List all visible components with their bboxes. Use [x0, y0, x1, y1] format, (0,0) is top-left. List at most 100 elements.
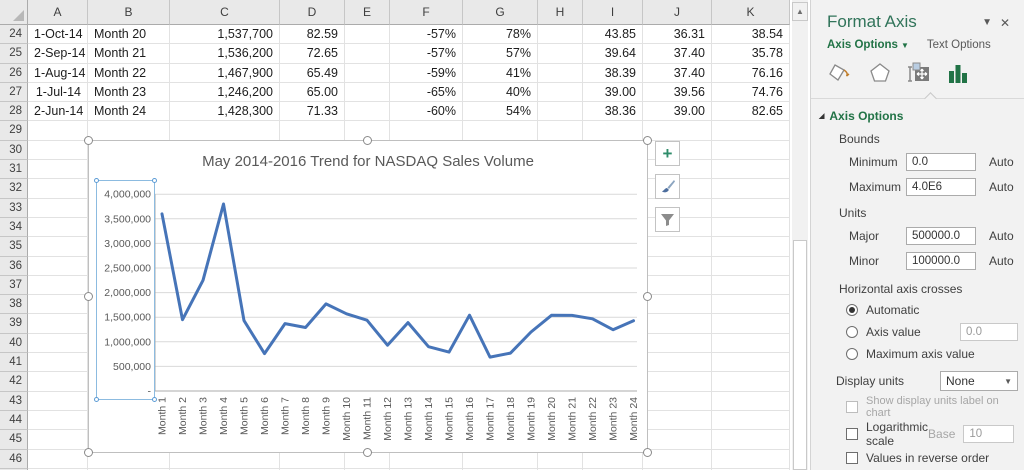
display-units-dropdown[interactable]: None ▼: [940, 371, 1018, 391]
row-header-30[interactable]: 30: [0, 140, 28, 161]
cell-J36[interactable]: [643, 256, 712, 276]
cell-J42[interactable]: [643, 372, 712, 392]
major-unit-input[interactable]: 500000.0: [906, 227, 976, 245]
cell-G29[interactable]: [463, 121, 538, 141]
row-header-31[interactable]: 31: [0, 160, 28, 180]
row-header-33[interactable]: 33: [0, 198, 28, 218]
cell-F46[interactable]: [390, 449, 463, 469]
minimum-input[interactable]: 0.0: [906, 153, 976, 171]
column-header-I[interactable]: I: [583, 0, 643, 25]
chart-resize-handle[interactable]: [363, 136, 372, 145]
cell-A43[interactable]: [28, 391, 88, 411]
column-header-C[interactable]: C: [170, 0, 280, 25]
cell-I28[interactable]: 38.36: [583, 102, 643, 122]
cell-J34[interactable]: [643, 217, 712, 238]
cell-G25[interactable]: 57%: [463, 44, 538, 64]
tab-axis-options[interactable]: Axis Options ▼: [827, 39, 909, 51]
cell-H47[interactable]: [538, 468, 583, 470]
chart-resize-handle[interactable]: [84, 136, 93, 145]
cell-B46[interactable]: [88, 449, 170, 469]
cell-B29[interactable]: [88, 121, 170, 141]
cell-I27[interactable]: 39.00: [583, 82, 643, 103]
fill-line-icon[interactable]: [829, 61, 853, 85]
cell-C46[interactable]: [170, 449, 280, 469]
cell-A37[interactable]: [28, 275, 88, 296]
cell-K38[interactable]: [712, 295, 790, 315]
row-header-40[interactable]: 40: [0, 333, 28, 354]
cell-A36[interactable]: [28, 256, 88, 276]
row-header-27[interactable]: 27: [0, 82, 28, 103]
cell-C47[interactable]: [170, 468, 280, 470]
select-all-button[interactable]: [0, 0, 28, 25]
cell-K42[interactable]: [712, 372, 790, 392]
row-header-29[interactable]: 29: [0, 121, 28, 141]
column-header-K[interactable]: K: [712, 0, 790, 25]
cell-K28[interactable]: 82.65: [712, 102, 790, 122]
minor-unit-input[interactable]: 100000.0: [906, 252, 976, 270]
cell-C25[interactable]: 1,536,200: [170, 44, 280, 64]
cell-A29[interactable]: [28, 121, 88, 141]
row-header-37[interactable]: 37: [0, 275, 28, 296]
minimum-auto-button[interactable]: Auto: [989, 155, 1014, 169]
row-header-24[interactable]: 24: [0, 25, 28, 45]
size-properties-icon[interactable]: [907, 61, 931, 85]
cell-D28[interactable]: 71.33: [280, 102, 345, 122]
vertical-scrollbar[interactable]: ▲: [792, 0, 808, 470]
cell-I29[interactable]: [583, 121, 643, 141]
cell-K47[interactable]: [712, 468, 790, 470]
row-header-25[interactable]: 25: [0, 44, 28, 64]
row-header-47[interactable]: 47: [0, 468, 28, 470]
cell-D25[interactable]: 72.65: [280, 44, 345, 64]
cell-G28[interactable]: 54%: [463, 102, 538, 122]
cell-F26[interactable]: -59%: [390, 63, 463, 83]
axis-value-radio-label[interactable]: Axis value: [866, 325, 921, 339]
cell-K32[interactable]: [712, 179, 790, 199]
cell-F29[interactable]: [390, 121, 463, 141]
cell-K36[interactable]: [712, 256, 790, 276]
cell-G26[interactable]: 41%: [463, 63, 538, 83]
row-header-28[interactable]: 28: [0, 102, 28, 122]
cell-G46[interactable]: [463, 449, 538, 469]
logarithmic-scale-checkbox[interactable]: [846, 428, 858, 440]
cell-H24[interactable]: [538, 25, 583, 45]
maximum-auto-button[interactable]: Auto: [989, 180, 1014, 194]
scroll-up-button[interactable]: ▲: [792, 2, 808, 21]
column-header-H[interactable]: H: [538, 0, 583, 25]
row-header-39[interactable]: 39: [0, 314, 28, 334]
cell-J25[interactable]: 37.40: [643, 44, 712, 64]
cell-K45[interactable]: [712, 430, 790, 450]
reverse-order-checkbox[interactable]: [846, 452, 858, 464]
cell-K31[interactable]: [712, 160, 790, 180]
column-header-B[interactable]: B: [88, 0, 170, 25]
row-header-43[interactable]: 43: [0, 391, 28, 411]
cell-D27[interactable]: 65.00: [280, 82, 345, 103]
row-header-35[interactable]: 35: [0, 237, 28, 257]
cell-J44[interactable]: [643, 410, 712, 431]
cell-A32[interactable]: [28, 179, 88, 199]
cell-J35[interactable]: [643, 237, 712, 257]
maximum-axis-value-radio[interactable]: [846, 348, 858, 360]
pane-close-icon[interactable]: ✕: [1000, 16, 1011, 30]
reverse-order-label[interactable]: Values in reverse order: [866, 451, 990, 465]
chart-plot[interactable]: - 500,000 1,000,000 1,500,000 2,000,000 2,500…: [89, 141, 647, 452]
cell-A39[interactable]: [28, 314, 88, 334]
effects-icon[interactable]: [868, 61, 892, 85]
cell-C24[interactable]: 1,537,700: [170, 25, 280, 45]
cell-A47[interactable]: [28, 468, 88, 470]
cell-D47[interactable]: [280, 468, 345, 470]
cell-H26[interactable]: [538, 63, 583, 83]
row-header-38[interactable]: 38: [0, 295, 28, 315]
x-axis-labels[interactable]: Month 1 Month 2 Month 3 Month 4 Month 5 Month…: [157, 397, 641, 441]
cell-G27[interactable]: 40%: [463, 82, 538, 103]
chart-resize-handle[interactable]: [643, 448, 652, 457]
column-header-J[interactable]: J: [643, 0, 712, 25]
cell-K46[interactable]: [712, 449, 790, 469]
cell-B27[interactable]: Month 23: [88, 82, 170, 103]
row-header-34[interactable]: 34: [0, 217, 28, 238]
cell-H25[interactable]: [538, 44, 583, 64]
cell-K39[interactable]: [712, 314, 790, 334]
cell-K29[interactable]: [712, 121, 790, 141]
cell-A33[interactable]: [28, 198, 88, 218]
selection-handle[interactable]: [152, 397, 157, 402]
cell-A31[interactable]: [28, 160, 88, 180]
